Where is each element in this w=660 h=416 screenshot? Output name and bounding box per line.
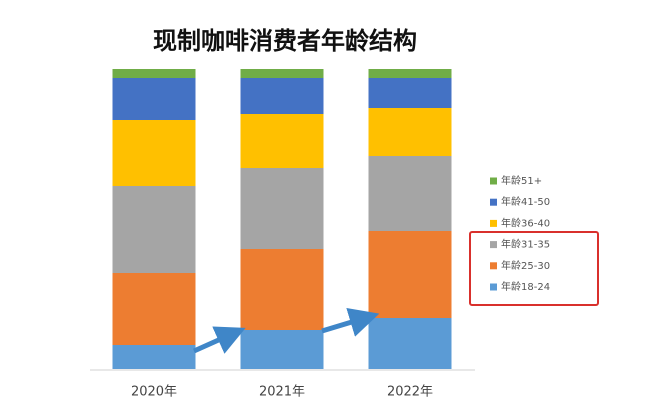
bar-segment: [240, 249, 324, 330]
legend-label: 年龄51+: [501, 174, 542, 187]
legend-label: 年龄18-24: [501, 280, 550, 293]
bar-segment: [240, 78, 324, 114]
plot: 2020年 2021年 2022年 年龄18-24 年龄25-30 年龄31-35 年龄36…: [112, 69, 550, 400]
chart-title: 现制咖啡消费者年龄结构: [153, 27, 417, 55]
legend-swatch: [490, 283, 497, 291]
legend-label: 年龄25-30: [501, 259, 550, 272]
bar-segment: [368, 108, 452, 156]
legend-swatch: [490, 219, 497, 227]
bar-segment: [112, 345, 196, 369]
bar-segment: [240, 114, 324, 168]
bar-segment: [240, 69, 324, 78]
bar-segment: [112, 120, 196, 186]
legend-swatch: [490, 177, 497, 185]
bar-segment: [368, 231, 452, 318]
highlight-box: [469, 231, 599, 306]
bar-segment: [368, 69, 452, 78]
x-tick-label: 2020年: [131, 385, 177, 400]
legend-swatch: [490, 241, 497, 249]
legend-label: 年龄41-50: [501, 195, 550, 208]
x-tick-label: 2021年: [259, 385, 305, 400]
bar-segment: [240, 330, 324, 369]
trend-arrow: [192, 326, 246, 354]
bar-segment: [240, 168, 324, 249]
bar-segment: [112, 78, 196, 120]
bar-segment: [112, 69, 196, 78]
bar-segment: [368, 78, 452, 108]
bar-segment: [112, 186, 196, 273]
legend-label: 年龄36-40: [501, 216, 550, 229]
legend-swatch: [490, 198, 497, 206]
bar-segment: [368, 318, 452, 369]
legend-swatch: [490, 262, 497, 270]
bar-segment: [112, 273, 196, 345]
legend-label: 年龄31-35: [501, 238, 550, 251]
trend-arrow: [321, 307, 380, 337]
bar-segment: [368, 156, 452, 231]
x-tick-label: 2022年: [387, 385, 433, 400]
